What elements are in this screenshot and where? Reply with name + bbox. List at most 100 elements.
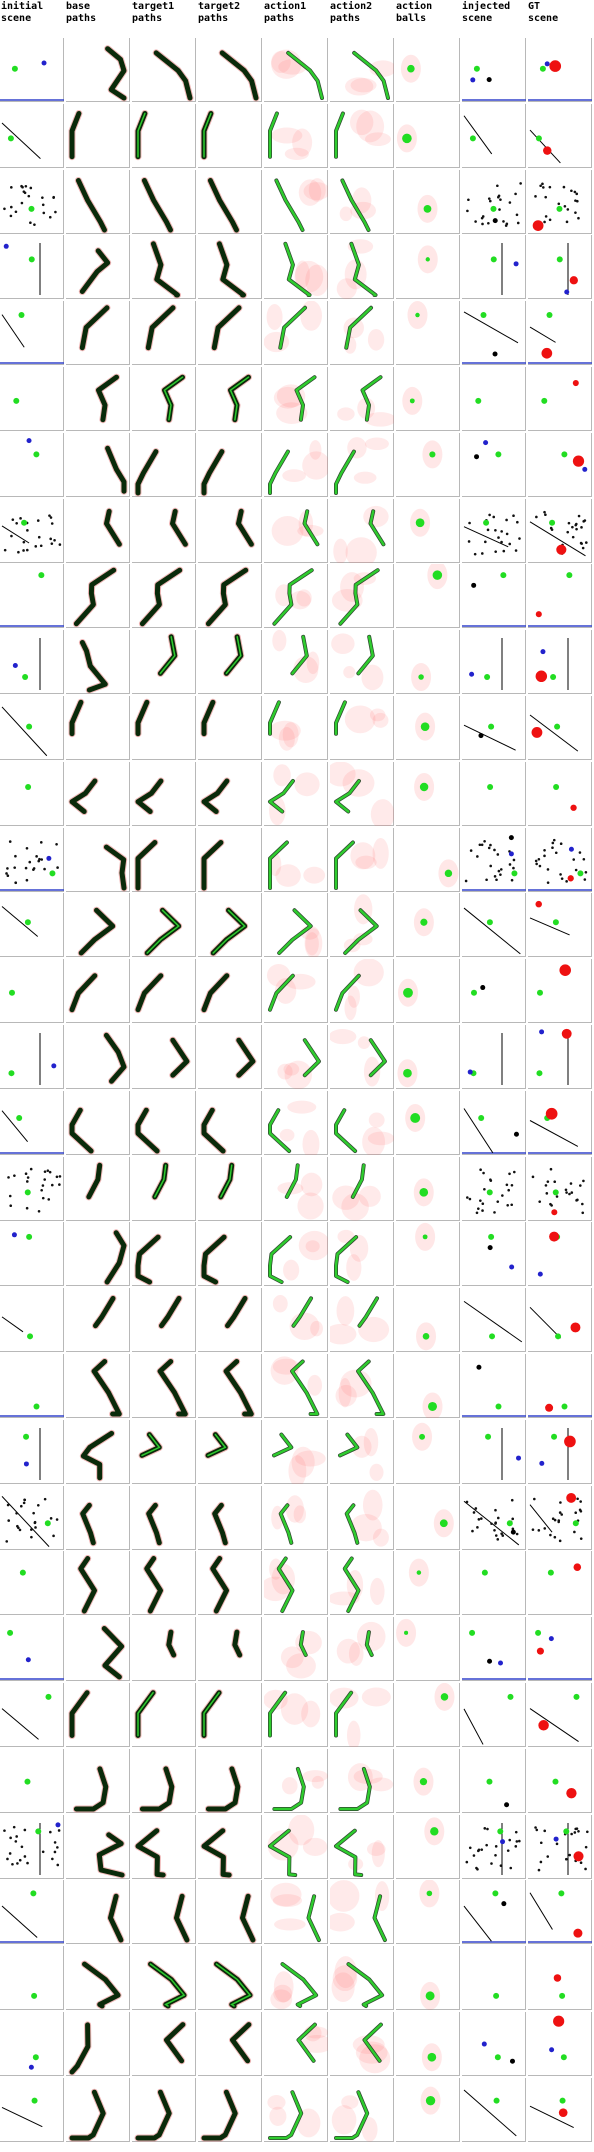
thumb-drawing bbox=[235, 1036, 257, 1079]
thumb-drawing bbox=[334, 437, 389, 495]
thumb-injected-scene bbox=[462, 433, 526, 497]
thumb-action2-paths bbox=[330, 762, 394, 826]
thumb-drawing bbox=[0, 1110, 64, 1154]
thumb-base-paths bbox=[66, 1157, 130, 1221]
thumb-drawing bbox=[539, 1428, 576, 1480]
thumb-drawing bbox=[270, 1962, 319, 2010]
thumb-action-balls bbox=[396, 235, 460, 299]
thumb-gt-scene bbox=[528, 1749, 592, 1813]
thumb-action1-paths bbox=[264, 433, 328, 497]
thumb-drawing bbox=[273, 375, 317, 424]
thumb-drawing bbox=[200, 972, 231, 1014]
thumb-target1-paths bbox=[132, 499, 196, 563]
thumb-drawing bbox=[270, 1356, 323, 1416]
thumb-initial-scene bbox=[0, 104, 64, 168]
thumb-gt-scene bbox=[528, 38, 592, 102]
thumb-injected-scene bbox=[462, 2012, 526, 2076]
thumb-drawing bbox=[338, 1763, 394, 1811]
thumb-drawing bbox=[553, 783, 577, 811]
thumb-gt-scene bbox=[528, 762, 592, 826]
thumb-injected-scene bbox=[462, 630, 526, 694]
thumb-drawing bbox=[422, 440, 443, 469]
thumb-drawing bbox=[100, 1625, 126, 1681]
thumb-injected-scene bbox=[462, 301, 526, 365]
thumb-drawing bbox=[332, 1163, 381, 1221]
thumb-drawing bbox=[334, 109, 391, 159]
thumb-initial-scene bbox=[0, 2012, 64, 2076]
thumb-drawing bbox=[134, 1827, 167, 1879]
thumb-drawing bbox=[528, 312, 592, 364]
thumb-initial-scene bbox=[0, 1288, 64, 1352]
thumb-action2-paths bbox=[330, 1288, 394, 1352]
thumb-drawing bbox=[283, 241, 328, 297]
thumb-action-balls bbox=[396, 367, 460, 431]
thumb-initial-scene bbox=[0, 762, 64, 826]
thumb-drawing bbox=[396, 1618, 417, 1647]
thumb-drawing bbox=[11, 1232, 33, 1240]
thumb-drawing bbox=[334, 1108, 394, 1155]
thumb-target1-paths bbox=[132, 1288, 196, 1352]
thumb-action1-paths bbox=[264, 1091, 328, 1155]
thumb-drawing bbox=[271, 509, 324, 547]
thumb-target1-paths bbox=[132, 38, 196, 102]
thumb-injected-scene bbox=[462, 1354, 526, 1418]
thumb-drawing bbox=[140, 177, 174, 234]
thumb-drawing bbox=[215, 240, 247, 299]
thumb-drawing bbox=[200, 698, 217, 738]
thumb-drawing bbox=[463, 723, 516, 751]
thumb-drawing bbox=[528, 1107, 592, 1154]
thumb-drawing bbox=[213, 1960, 254, 2010]
thumb-action1-paths bbox=[264, 1157, 328, 1221]
thumb-target1-paths bbox=[132, 1946, 196, 2010]
thumb-drawing bbox=[421, 2043, 442, 2072]
thumb-target1-paths bbox=[132, 235, 196, 299]
thumb-action2-paths bbox=[330, 1420, 394, 1484]
thumb-drawing bbox=[462, 572, 526, 627]
thumb-drawing bbox=[210, 304, 243, 352]
thumb-drawing bbox=[147, 1960, 188, 2010]
thumb-drawing bbox=[151, 1161, 170, 1201]
thumb-gt-scene bbox=[528, 104, 592, 168]
thumb-initial-scene bbox=[0, 301, 64, 365]
thumb-drawing bbox=[334, 837, 389, 890]
thumb-drawing bbox=[200, 1233, 228, 1286]
thumb-action-balls bbox=[396, 1880, 460, 1944]
thumb-drawing bbox=[68, 110, 83, 161]
thumb-drawing bbox=[0, 572, 64, 627]
thumb-injected-scene bbox=[462, 762, 526, 826]
thumb-drawing bbox=[331, 2090, 378, 2142]
column-header-row: initial scene base paths target1 paths t… bbox=[0, 0, 594, 38]
thumb-drawing bbox=[413, 908, 434, 937]
thumb-drawing bbox=[330, 762, 394, 826]
thumb-action1-paths bbox=[264, 499, 328, 563]
thumb-drawing bbox=[433, 1509, 454, 1538]
header-target2-paths: target2 paths bbox=[198, 1, 241, 24]
thumb-injected-scene bbox=[462, 828, 526, 892]
thumb-base-paths bbox=[66, 38, 130, 102]
thumb-drawing bbox=[463, 1693, 514, 1745]
thumb-target1-paths bbox=[132, 1551, 196, 1615]
thumb-drawing bbox=[536, 964, 571, 996]
thumb-gt-scene bbox=[528, 696, 592, 760]
thumb-drawing bbox=[204, 1431, 229, 1459]
thumb-drawing bbox=[68, 2088, 107, 2142]
thumb-drawing bbox=[553, 1974, 566, 1999]
thumb-action2-paths bbox=[330, 1946, 394, 2010]
thumb-initial-scene bbox=[0, 499, 64, 563]
thumb-drawing bbox=[1, 1496, 59, 1547]
thumb-action2-paths bbox=[330, 1025, 394, 1089]
thumb-drawing bbox=[528, 572, 592, 627]
thumb-drawing bbox=[163, 2021, 187, 2065]
thumb-drawing bbox=[138, 1431, 163, 1459]
thumb-drawing bbox=[217, 1161, 236, 1201]
thumb-drawing bbox=[335, 1359, 386, 1416]
thumb-drawing bbox=[268, 700, 301, 751]
thumb-target2-paths bbox=[198, 1683, 262, 1747]
thumb-target1-paths bbox=[132, 1749, 196, 1813]
thumb-drawing bbox=[78, 639, 109, 694]
thumb-drawing bbox=[102, 843, 128, 892]
thumb-drawing bbox=[134, 972, 165, 1014]
thumb-target2-paths bbox=[198, 367, 262, 431]
thumb-gt-scene bbox=[528, 564, 592, 628]
thumb-action-balls bbox=[396, 38, 460, 102]
